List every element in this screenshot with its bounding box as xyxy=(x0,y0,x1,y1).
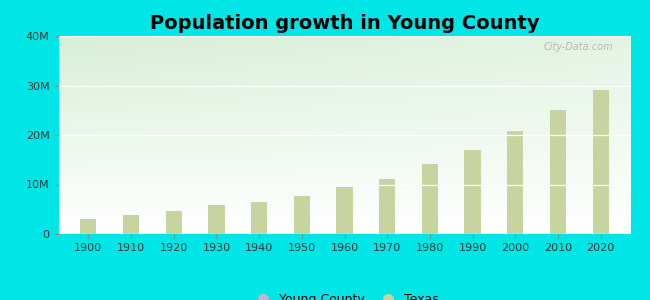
Bar xyxy=(593,90,609,234)
Legend: Young County, Texas: Young County, Texas xyxy=(246,288,443,300)
Bar xyxy=(465,150,480,234)
Bar xyxy=(123,215,139,234)
Title: Population growth in Young County: Population growth in Young County xyxy=(150,14,540,33)
Bar xyxy=(507,131,523,234)
Text: City-Data.com: City-Data.com xyxy=(543,42,614,52)
Bar xyxy=(294,196,310,234)
Bar xyxy=(550,110,566,234)
Bar xyxy=(422,164,438,234)
Bar xyxy=(80,219,96,234)
Bar xyxy=(166,211,182,234)
Bar xyxy=(379,178,395,234)
Bar xyxy=(209,205,224,234)
Bar xyxy=(337,187,352,234)
Bar xyxy=(251,202,267,234)
